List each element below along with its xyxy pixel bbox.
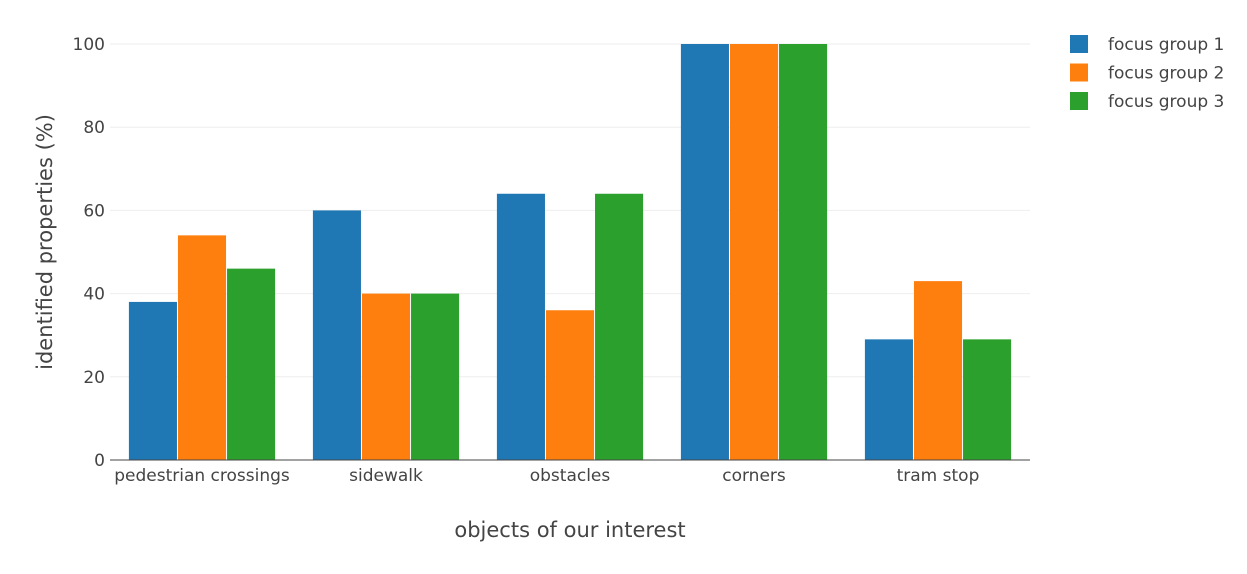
bar-1-4 (680, 44, 729, 460)
bar-2-3 (545, 310, 595, 460)
legend-swatch-3 (1070, 92, 1088, 110)
legend-label-2: focus group 2 (1108, 64, 1224, 84)
bar-3-4 (779, 44, 828, 460)
y-tick-label: 0 (94, 451, 105, 471)
x-tick-label: obstacles (530, 466, 611, 486)
y-tick-label: 20 (83, 368, 105, 388)
x-axis-ticks: pedestrian crossings sidewalk obstacles cor… (114, 466, 979, 486)
legend-label-3: focus group 3 (1108, 92, 1224, 112)
bars (128, 44, 1012, 460)
bar-1-1 (128, 301, 177, 460)
legend-swatch-2 (1070, 63, 1088, 82)
bar-1-5 (864, 339, 913, 460)
legend-swatch-1 (1070, 35, 1088, 53)
bar-1-2 (312, 210, 361, 460)
bar-3-5 (963, 339, 1012, 460)
x-tick-label: sidewalk (349, 466, 423, 486)
bar-3-2 (411, 293, 460, 460)
y-tick-label: 100 (73, 35, 105, 55)
x-axis-title: objects of our interest (454, 518, 685, 542)
y-tick-label: 60 (83, 201, 105, 221)
x-tick-label: corners (722, 466, 786, 486)
x-tick-label: pedestrian crossings (114, 466, 290, 486)
bar-3-1 (227, 268, 276, 460)
legend: focus group 1 focus group 2 focus group 3 (1070, 35, 1224, 112)
bar-2-2 (361, 293, 411, 460)
y-tick-label: 40 (83, 285, 105, 305)
bar-2-1 (177, 235, 227, 460)
bar-1-3 (496, 193, 545, 460)
x-tick-label: tram stop (897, 466, 980, 486)
legend-label-1: focus group 1 (1108, 35, 1224, 55)
bar-3-3 (595, 193, 644, 460)
bar-2-4 (729, 44, 779, 460)
y-axis-ticks: 0 20 40 60 80 100 (73, 35, 105, 471)
y-axis-title: identified properties (%) (33, 114, 57, 370)
bar-2-5 (913, 281, 963, 460)
y-tick-label: 80 (83, 118, 105, 138)
